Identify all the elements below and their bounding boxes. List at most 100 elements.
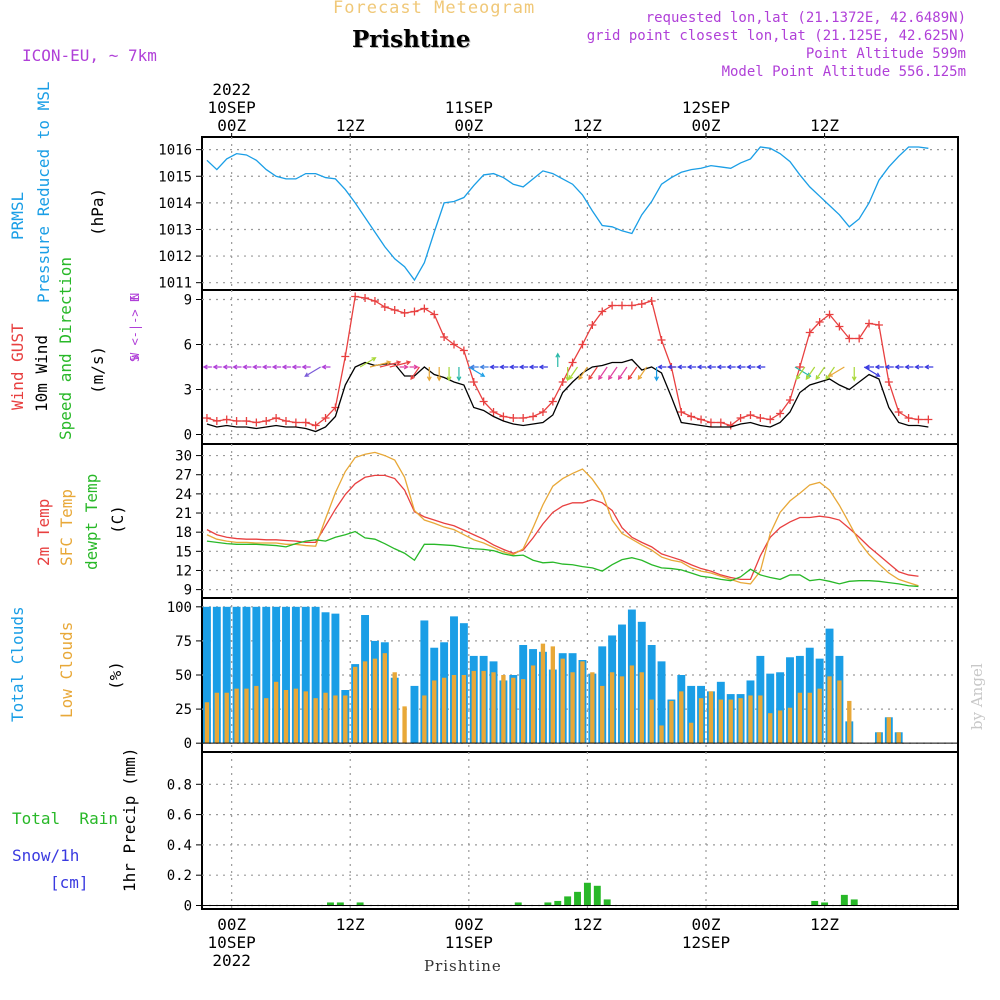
wind-10m-label: 10m Wind bbox=[32, 334, 51, 412]
wind-direction-arrow bbox=[261, 364, 272, 370]
y-tick-label: 100 bbox=[167, 600, 192, 616]
gust-marker bbox=[904, 414, 913, 422]
gust-marker bbox=[311, 421, 320, 430]
low-cloud-bar bbox=[708, 691, 714, 744]
bottom-time-label: 12Z bbox=[573, 915, 602, 934]
model-name: ICON-EU, ~ 7km bbox=[22, 46, 157, 65]
wind-direction-arrow bbox=[528, 364, 538, 370]
gust-marker bbox=[786, 396, 794, 404]
top-time-label: 00Z bbox=[692, 116, 721, 135]
y-tick-label: 75 bbox=[175, 634, 192, 650]
low-cloud-bar bbox=[372, 658, 378, 744]
wind-direction-arrow bbox=[456, 367, 462, 382]
gust-marker bbox=[627, 301, 636, 310]
low-cloud-bar bbox=[748, 695, 753, 744]
wind-direction-arrow bbox=[379, 360, 402, 368]
gust-marker bbox=[242, 417, 251, 425]
gust-marker bbox=[608, 301, 617, 310]
wind-direction-arrow bbox=[409, 364, 419, 370]
gust-marker bbox=[845, 334, 854, 343]
gust-marker bbox=[548, 397, 557, 406]
model-point-altitude: Model Point Altitude 556.125m bbox=[721, 64, 966, 80]
low-cloud-bar bbox=[333, 695, 338, 744]
low-cloud-bar bbox=[827, 676, 832, 744]
wind-direction-arrow bbox=[851, 367, 857, 382]
wind-direction-arrow bbox=[271, 364, 282, 370]
gust-marker bbox=[657, 336, 666, 344]
app-title: Forecast Meteogram bbox=[333, 0, 536, 18]
gust-marker bbox=[874, 321, 883, 329]
y-tick-label: 1012 bbox=[158, 249, 192, 265]
wind-direction-arrow bbox=[252, 364, 262, 370]
wind-direction-arrow bbox=[568, 366, 579, 381]
wind-direction-arrow bbox=[736, 364, 746, 370]
wind-direction-arrow bbox=[321, 364, 331, 370]
low-cloud-bar bbox=[580, 661, 585, 744]
wind-direction-arrow bbox=[232, 364, 242, 370]
gust-marker bbox=[618, 301, 626, 310]
gust-marker bbox=[291, 418, 300, 427]
gust-marker bbox=[716, 418, 725, 427]
total-cloud-bar bbox=[331, 613, 340, 744]
wind-direction-arrow bbox=[369, 360, 392, 368]
low-cloud-bar bbox=[876, 732, 882, 744]
wind-direction-arrow bbox=[518, 364, 529, 370]
wind-direction-arrow bbox=[291, 364, 301, 370]
rain-bar bbox=[327, 902, 334, 906]
low-cloud-bar bbox=[224, 692, 229, 744]
gust-marker bbox=[568, 358, 577, 367]
gust-marker bbox=[697, 415, 706, 424]
low-cloud-bar bbox=[550, 646, 555, 744]
wind-direction-arrow bbox=[637, 366, 648, 381]
low-cloud-bar bbox=[728, 699, 733, 744]
low-cloud-bar bbox=[511, 677, 516, 744]
gust-marker bbox=[341, 352, 350, 361]
low-cloud-bar bbox=[540, 643, 546, 744]
wind-direction-arrow bbox=[827, 366, 845, 377]
y-tick-label: 1013 bbox=[158, 222, 192, 238]
total-cloud-bar bbox=[766, 673, 775, 744]
rain-bar bbox=[821, 902, 829, 906]
total-cloud-bar bbox=[291, 606, 300, 744]
y-tick-label: 1011 bbox=[158, 276, 192, 292]
wind-direction-arrow bbox=[894, 364, 904, 370]
gust-marker bbox=[282, 417, 290, 425]
low-cloud-bar bbox=[234, 688, 239, 744]
wind-direction-arrow bbox=[657, 364, 667, 370]
gust-marker bbox=[252, 418, 261, 427]
low-cloud-bar bbox=[283, 690, 289, 744]
bottom-time-label: 12SEP bbox=[682, 933, 730, 952]
wind-direction-arrow bbox=[815, 366, 826, 381]
wind-unit: (m/s) bbox=[88, 345, 107, 394]
wind-direction-arrow bbox=[468, 366, 486, 377]
gust-marker bbox=[647, 297, 656, 305]
wind-direction-arrow bbox=[508, 364, 519, 370]
temp-dewpoint-label: dewpt Temp bbox=[82, 473, 101, 570]
bottom-time-label: 10SEP bbox=[208, 933, 256, 952]
requested-coordinates: requested lon,lat (21.1372E, 42.6489N) bbox=[645, 10, 966, 26]
wind-direction-arrow bbox=[607, 366, 618, 381]
low-cloud-bar bbox=[837, 680, 842, 744]
gust-marker bbox=[578, 340, 587, 349]
precip-snow-unit: [cm] bbox=[50, 873, 89, 892]
gust-marker bbox=[766, 415, 775, 424]
gust-marker bbox=[370, 297, 379, 305]
wind-wind10m-line bbox=[206, 358, 929, 433]
gust-marker bbox=[835, 322, 844, 331]
wind-direction-arrow bbox=[716, 364, 726, 370]
low-cloud-bar bbox=[343, 695, 348, 744]
wind-direction-arrow bbox=[281, 364, 291, 370]
wind-speed-direction-label: Speed and Direction bbox=[56, 256, 75, 440]
top-time-label: 12SEP bbox=[682, 98, 730, 117]
low-cloud-bar bbox=[422, 695, 427, 744]
bottom-time-label: 00Z bbox=[692, 915, 721, 934]
wind-direction-arrow bbox=[410, 366, 420, 381]
low-cloud-bar bbox=[521, 679, 526, 744]
total-cloud-bar bbox=[262, 606, 271, 744]
wind-direction-arrow bbox=[598, 366, 608, 381]
low-cloud-bar bbox=[402, 706, 407, 744]
total-cloud-bar bbox=[252, 606, 261, 744]
y-tick-label: 9 bbox=[184, 583, 192, 599]
low-cloud-bar bbox=[303, 691, 308, 744]
